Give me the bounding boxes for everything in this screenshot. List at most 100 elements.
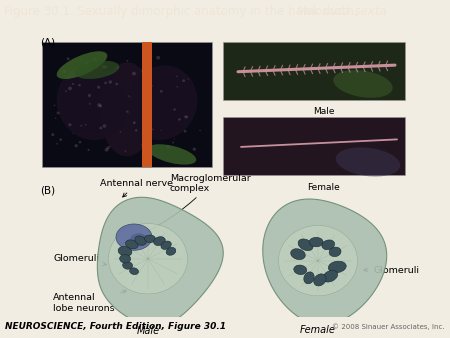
Ellipse shape [174,139,175,140]
Ellipse shape [133,121,136,124]
Ellipse shape [93,58,96,61]
Ellipse shape [141,144,142,146]
Ellipse shape [68,77,70,79]
Ellipse shape [109,146,111,147]
Bar [142,42,152,167]
Ellipse shape [172,142,174,143]
Ellipse shape [57,66,127,140]
Ellipse shape [298,239,313,251]
Ellipse shape [156,56,160,59]
Text: Female: Female [300,324,336,335]
Ellipse shape [176,86,178,88]
Ellipse shape [88,94,91,97]
Ellipse shape [116,224,152,250]
Ellipse shape [142,56,144,57]
Ellipse shape [54,104,55,106]
Ellipse shape [75,61,119,79]
Text: Glomeruli: Glomeruli [53,254,106,266]
Ellipse shape [72,83,74,85]
Ellipse shape [135,129,137,131]
Ellipse shape [120,131,121,132]
Ellipse shape [186,116,188,118]
Ellipse shape [97,86,100,89]
Ellipse shape [125,150,126,152]
Ellipse shape [126,60,128,62]
Ellipse shape [184,115,188,118]
Bar [42,42,212,167]
Ellipse shape [79,141,81,143]
Ellipse shape [128,95,130,97]
Ellipse shape [56,143,58,145]
Polygon shape [263,199,387,325]
Ellipse shape [104,148,108,152]
Ellipse shape [130,268,139,274]
Ellipse shape [188,78,189,80]
Ellipse shape [135,236,146,245]
Text: Male: Male [313,107,335,116]
Ellipse shape [89,103,91,105]
Ellipse shape [146,141,149,143]
Text: Male: Male [136,325,160,336]
Ellipse shape [151,55,152,57]
Ellipse shape [57,112,60,114]
Ellipse shape [57,51,107,79]
Text: Female: Female [308,183,340,192]
Text: NEUROSCIENCE, Fourth Edition, Figure 30.1: NEUROSCIENCE, Fourth Edition, Figure 30.… [5,322,226,331]
Polygon shape [108,224,188,294]
Text: © 2008 Sinauer Associates, Inc.: © 2008 Sinauer Associates, Inc. [332,323,445,330]
Ellipse shape [104,65,108,69]
Ellipse shape [145,87,146,88]
Ellipse shape [199,130,201,131]
Ellipse shape [291,249,305,260]
Text: Antennal
lobe neurons: Antennal lobe neurons [53,290,126,313]
Text: Glomeruli: Glomeruli [364,266,419,274]
Ellipse shape [104,82,107,84]
Ellipse shape [74,144,78,147]
Ellipse shape [68,87,72,90]
Text: (A): (A) [40,38,55,48]
Ellipse shape [99,127,102,129]
Ellipse shape [85,124,86,125]
Ellipse shape [87,149,90,151]
Ellipse shape [99,62,154,156]
Polygon shape [279,225,357,296]
Bar [223,117,405,175]
Ellipse shape [336,147,400,176]
Ellipse shape [120,255,130,263]
Ellipse shape [107,146,110,149]
Ellipse shape [178,118,181,121]
Ellipse shape [108,80,112,83]
Ellipse shape [161,130,162,131]
Ellipse shape [182,79,185,82]
Ellipse shape [166,145,170,148]
Ellipse shape [166,247,176,255]
Ellipse shape [161,241,171,249]
Ellipse shape [294,265,307,274]
Text: Macroglomerular
complex: Macroglomerular complex [146,174,251,232]
Ellipse shape [81,125,82,126]
Text: Figure 30.1  Sexually dimorphic anatomy in the hawk moth,: Figure 30.1 Sexually dimorphic anatomy i… [4,5,362,18]
Ellipse shape [322,240,335,250]
Ellipse shape [63,70,67,73]
Ellipse shape [132,72,136,75]
Text: Antennal nerve: Antennal nerve [100,179,173,197]
Ellipse shape [143,72,144,73]
Ellipse shape [55,118,56,119]
Bar [223,42,405,100]
Ellipse shape [314,274,326,286]
Ellipse shape [328,261,346,273]
Ellipse shape [152,129,154,130]
Text: (B): (B) [40,186,55,195]
Polygon shape [97,197,223,326]
Ellipse shape [86,63,90,67]
Ellipse shape [147,71,150,74]
Ellipse shape [126,111,129,113]
Ellipse shape [333,70,393,98]
Ellipse shape [323,270,338,282]
Ellipse shape [78,84,81,87]
Ellipse shape [145,139,148,142]
Ellipse shape [130,233,148,246]
Ellipse shape [97,103,101,107]
Ellipse shape [103,124,106,128]
Ellipse shape [86,62,87,64]
